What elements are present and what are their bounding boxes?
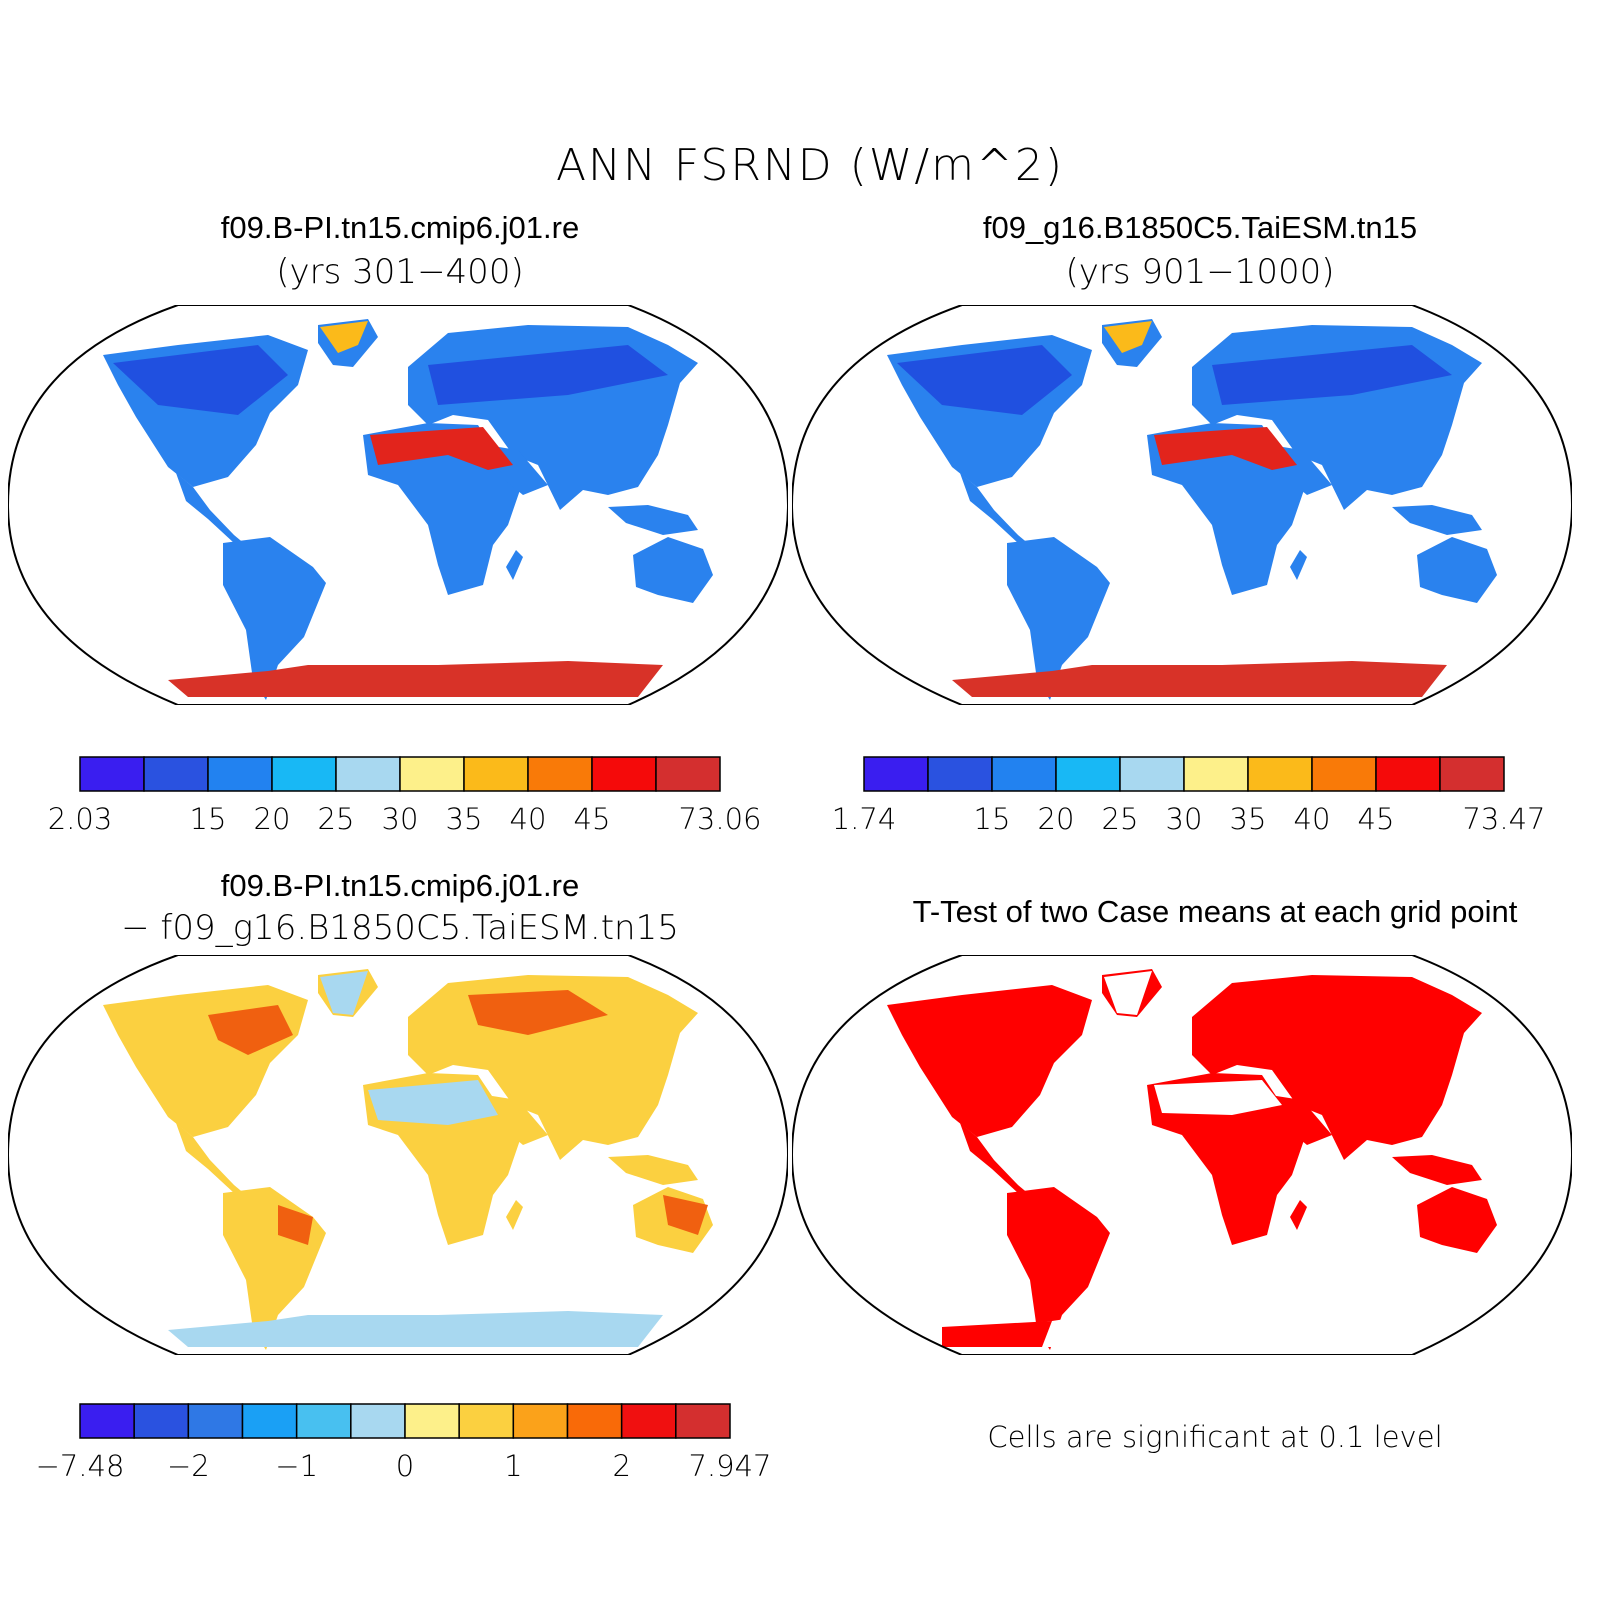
non-significant-fill [1154, 1080, 1282, 1115]
colorbar-1: 2.03 15 20 25 30 35 40 45 73.06 [48, 756, 762, 836]
colorbar-tick-label: −2 [167, 1449, 210, 1483]
colorbar-swatch [79, 756, 145, 792]
colorbar-swatch [675, 1403, 731, 1439]
colorbar-tick-label: 2.03 [48, 802, 113, 836]
panel-4-title: T-Test of two Case means at each grid po… [912, 894, 1518, 929]
colorbar-swatch [566, 1403, 623, 1439]
cool-anomaly-fill [368, 1080, 498, 1125]
colorbar-swatch [350, 1403, 406, 1439]
panel-2-title: f09_g16.B1850C5.TaiESM.tn15 [982, 210, 1418, 245]
high-latitude-fill [428, 345, 668, 405]
colorbar-swatch [271, 756, 337, 792]
colorbar-tick-label: 35 [446, 802, 483, 836]
map-border [8, 955, 788, 1355]
colorbar-swatch [591, 756, 657, 792]
colorbar-swatch [1055, 756, 1121, 792]
colorbar-tick-label: 73.06 [678, 802, 761, 836]
panel-1-subtitle: (yrs 301−400) [276, 252, 524, 292]
map-panel-4 [792, 955, 1572, 1355]
colorbar-tick-label: 1.74 [832, 802, 897, 836]
colorbar-swatch [207, 756, 273, 792]
sahara-fill [370, 427, 513, 470]
colorbar-swatch [399, 756, 465, 792]
warm-anomaly-fill [663, 1195, 708, 1235]
colorbar-tick-label: −1 [275, 1449, 318, 1483]
high-latitude-fill [113, 345, 288, 415]
colorbar-swatch [1119, 756, 1185, 792]
non-significant-fill [1104, 971, 1152, 1015]
colorbar-tick-label: 30 [1166, 802, 1203, 836]
colorbar-swatch [655, 756, 721, 792]
colorbar-tick-label: 35 [1230, 802, 1267, 836]
colorbar-swatch [143, 756, 209, 792]
warm-anomaly-fill [208, 1005, 293, 1055]
figure-title: ANN FSRND (W/m^2) [555, 140, 1065, 191]
colorbar-swatch [1311, 756, 1377, 792]
colorbar-swatch [241, 1403, 298, 1439]
colorbar-swatch [79, 1403, 135, 1439]
colorbar-3: −7.48 −2 −1 0 1 2 7.947 [36, 1403, 772, 1483]
colorbar-tick-label: 20 [254, 802, 291, 836]
colorbar-tick-label: 15 [974, 802, 1011, 836]
warm-anomaly-fill [468, 990, 608, 1035]
significance-note: Cells are significant at 0.1 level [987, 1420, 1443, 1454]
map-panel-3 [8, 955, 788, 1355]
colorbar-swatch [1183, 756, 1249, 792]
high-latitude-fill [897, 345, 1072, 415]
map-border [792, 955, 1572, 1355]
colorbar-swatch [133, 1403, 190, 1439]
map-panel-2 [792, 305, 1572, 705]
map-border [792, 305, 1572, 705]
cool-anomaly-fill [320, 971, 368, 1015]
panel-3-subtitle: − f09_g16.B1850C5.TaiESM.tn15 [121, 908, 679, 948]
colorbar-swatch [295, 1403, 352, 1439]
colorbar-tick-label: −7.48 [36, 1449, 125, 1483]
warm-anomaly-fill [278, 1205, 313, 1245]
map-border [8, 305, 788, 705]
colorbar-tick-label: 45 [574, 802, 611, 836]
colorbar-tick-label: 25 [1102, 802, 1139, 836]
panel-2-subtitle: (yrs 901−1000) [1065, 252, 1335, 292]
colorbar-swatch [927, 756, 993, 792]
colorbar-tick-label: 15 [190, 802, 227, 836]
colorbar-swatch [335, 756, 401, 792]
colorbar-swatch [991, 756, 1057, 792]
sahara-fill [1154, 427, 1297, 470]
colorbar-swatch [512, 1403, 569, 1439]
colorbar-tick-label: 7.947 [688, 1449, 771, 1483]
colorbar-swatch [620, 1403, 677, 1439]
panel-3-title: f09.B-PI.tn15.cmip6.j01.re [220, 868, 580, 903]
colorbar-tick-label: 0 [396, 1449, 414, 1483]
colorbar-tick-label: 25 [318, 802, 355, 836]
colorbar-2: 1.74 15 20 25 30 35 40 45 73.47 [832, 756, 1546, 836]
colorbar-swatch [458, 1403, 515, 1439]
colorbar-tick-label: 40 [510, 802, 547, 836]
colorbar-tick-label: 40 [1294, 802, 1331, 836]
map-panel-1 [8, 305, 788, 705]
colorbar-swatch [1247, 756, 1313, 792]
greenland-fill [1104, 321, 1152, 353]
colorbar-swatch [187, 1403, 244, 1439]
colorbar-swatch [404, 1403, 460, 1439]
colorbar-swatch [863, 756, 929, 792]
significant-fill [942, 1321, 1052, 1347]
colorbar-swatch [527, 756, 593, 792]
colorbar-tick-label: 20 [1038, 802, 1075, 836]
colorbar-tick-label: 73.47 [1462, 802, 1545, 836]
colorbar-tick-label: 1 [504, 1449, 522, 1483]
high-latitude-fill [1212, 345, 1452, 405]
greenland-fill [320, 321, 368, 353]
colorbar-tick-label: 2 [612, 1449, 630, 1483]
colorbar-tick-label: 45 [1358, 802, 1395, 836]
colorbar-swatch [1439, 756, 1505, 792]
colorbar-swatch [1375, 756, 1441, 792]
panel-1-title: f09.B-PI.tn15.cmip6.j01.re [220, 210, 580, 245]
colorbar-tick-label: 30 [382, 802, 419, 836]
colorbar-swatch [463, 756, 529, 792]
